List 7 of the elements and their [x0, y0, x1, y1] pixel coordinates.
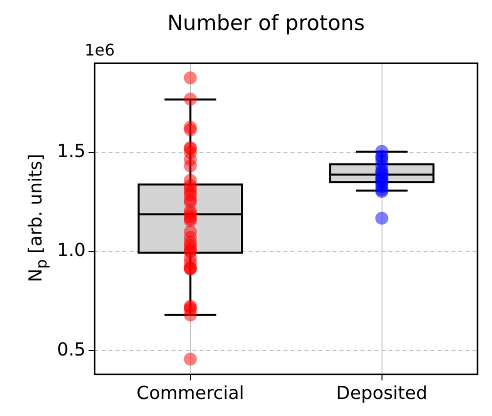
x-tick-label: Commercial — [136, 382, 244, 404]
chart-title: Number of protons — [167, 11, 365, 36]
y-tick-label: 1.0 — [56, 240, 86, 262]
y-tick-label: 1.5 — [56, 141, 86, 162]
x-tick-label: Deposited — [336, 382, 428, 404]
text: 1e6 — [84, 40, 115, 60]
y-tick-label: 0.5 — [56, 339, 86, 360]
